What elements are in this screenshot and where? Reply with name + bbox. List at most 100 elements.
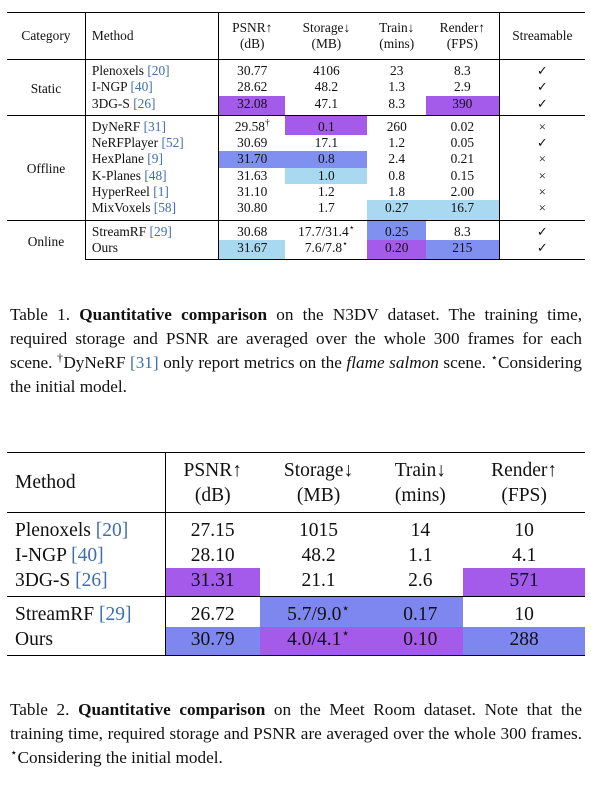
train-cell: 2.4 [388, 151, 406, 167]
citation-link[interactable]: [26] [75, 570, 108, 591]
table-row: 3DG-S [26] 32.08 47.1 8.3 390 ✓ [7, 95, 585, 116]
table-1-group-static: Static Plenoxels [20] 30.77 4106 23 8.3 … [7, 59, 585, 116]
table-row: Ours 30.79 4.0/4.1⋆ 0.10 288 [7, 625, 585, 656]
citation-link[interactable]: [40] [130, 79, 153, 95]
render-cell: 0.21 [450, 151, 475, 167]
check-icon: ✓ [536, 79, 548, 95]
train-cell: 0.25 [367, 219, 427, 240]
psnr-cell: 27.15 [164, 512, 260, 543]
citation-link[interactable]: [29] [149, 223, 172, 239]
streamable-cell: ✓ [498, 219, 585, 240]
render-cell: 390 [426, 95, 500, 116]
render-cell: 10 [463, 596, 585, 627]
render-cell: 2.00 [450, 184, 475, 200]
train-cell: 1.8 [388, 184, 406, 200]
render-cell: 10 [463, 512, 585, 543]
cross-icon: × [538, 200, 546, 216]
method-cell: K-Planes [48] [84, 167, 219, 185]
citation-link[interactable]: [31] [143, 118, 166, 134]
psnr-cell: 32.08 [218, 95, 286, 116]
cross-icon: × [538, 118, 546, 134]
check-icon: ✓ [536, 239, 548, 255]
render-cell: 8.3 [426, 219, 500, 240]
train-cell: 1.3 [388, 79, 406, 95]
storage-cell: 17.1 [314, 135, 339, 151]
psnr-cell: 28.10 [164, 543, 260, 568]
method-cell: HyperReel [1] [84, 184, 219, 201]
train-cell: 23 [367, 59, 427, 80]
table-row: HyperReel [1] 31.10 1.2 1.8 2.00 × [7, 184, 585, 201]
check-icon: ✓ [536, 135, 548, 151]
psnr-cell: 30.80 [218, 200, 286, 221]
psnr-cell: 31.70 [218, 151, 286, 168]
table-row: K-Planes [48] 31.63 1.0 0.8 0.15 × [7, 167, 585, 185]
star-mark: ⋆ [341, 625, 350, 641]
citation-link[interactable]: [9] [147, 151, 163, 167]
table-2-header-row: Method PSNR↑ (dB) Storage↓ (MB) Train↓ (min… [7, 452, 585, 513]
table-1-group-online: Online StreamRF [29] 30.68 17.7/31.4⋆ 0.… [7, 219, 585, 261]
table-row: Plenoxels [20] 27.15 1015 14 10 [7, 512, 585, 543]
storage-cell: 7.6/7.8⋆ [285, 240, 368, 261]
psnr-cell: 31.31 [164, 568, 260, 597]
streamable-cell: ✓ [498, 95, 585, 116]
table-2-group-2: StreamRF [29] 26.72 5.7/9.0⋆ 0.17 10 Our… [7, 596, 585, 656]
citation-link[interactable]: [26] [133, 95, 156, 111]
citation-link[interactable]: [58] [153, 200, 177, 216]
psnr-cell: 26.72 [164, 596, 260, 627]
header-storage: Storage↓ (MB) [259, 452, 378, 513]
table-row: I-NGP [40] 28.10 48.2 1.1 4.1 [7, 543, 585, 568]
storage-cell: 0.8 [285, 151, 368, 168]
train-cell: 8.3 [388, 95, 406, 111]
method-cell: 3DG-S [26] [84, 95, 219, 116]
render-cell: 2.9 [453, 79, 471, 95]
streamable-cell: × [498, 184, 585, 201]
psnr-cell: 30.68 [218, 219, 286, 240]
streamable-cell: × [498, 167, 585, 185]
citation-link[interactable]: [20] [147, 63, 170, 78]
streamable-cell: ✓ [498, 239, 585, 261]
streamable-cell: × [498, 114, 585, 136]
cross-icon: × [538, 167, 546, 183]
table-2: Method PSNR↑ (dB) Storage↓ (MB) Train↓ (min… [7, 452, 585, 656]
train-cell: 260 [367, 114, 427, 136]
streamable-cell: × [498, 151, 585, 168]
psnr-cell: 31.67 [218, 239, 286, 261]
citation-link[interactable]: [31] [129, 353, 159, 372]
train-cell: 0.27 [367, 200, 427, 221]
table-1-caption: Table 1. Quantitative comparison on the … [10, 305, 583, 396]
header-psnr: PSNR↑ (dB) [218, 12, 286, 60]
method-cell: 3DG-S [26] [15, 570, 108, 591]
table-row: Online StreamRF [29] 30.68 17.7/31.4⋆ 0.… [7, 219, 585, 260]
storage-cell: 0.1 [285, 114, 368, 136]
citation-link[interactable]: [20] [95, 520, 129, 541]
storage-cell: 5.7/9.0⋆ [259, 596, 378, 627]
storage-cell: 47.1 [314, 95, 339, 111]
table-row: Offline DyNeRF [31] 29.58† 0.1 260 0.02 … [7, 114, 585, 221]
check-icon: ✓ [536, 95, 548, 111]
check-icon: ✓ [536, 223, 548, 239]
table-row: Ours 31.67 7.6/7.8⋆ 0.20 215 ✓ [7, 239, 585, 261]
citation-link[interactable]: [48] [144, 167, 167, 183]
storage-cell: 1015 [259, 512, 378, 543]
storage-cell: 21.1 [301, 570, 336, 591]
train-cell: 0.8 [388, 167, 406, 183]
train-cell: 0.17 [377, 596, 464, 627]
method-cell: I-NGP [40] [15, 545, 104, 566]
citation-link[interactable]: [1] [153, 184, 169, 200]
method-cell: Ours [84, 239, 219, 261]
train-cell: 0.10 [377, 627, 464, 656]
citation-link[interactable]: [40] [71, 545, 104, 566]
citation-link[interactable]: [52] [161, 135, 184, 151]
citation-link[interactable]: [29] [98, 604, 132, 625]
star-mark: ⋆ [348, 223, 355, 234]
psnr-cell: 28.62 [218, 79, 286, 96]
psnr-cell: 29.58† [218, 114, 286, 136]
storage-cell: 1.7 [317, 200, 335, 216]
table-row: Static Plenoxels [20] 30.77 4106 23 8.3 … [7, 59, 585, 116]
psnr-cell: 30.79 [164, 627, 260, 656]
check-icon: ✓ [536, 63, 548, 78]
streamable-cell: × [498, 200, 585, 221]
method-cell: Ours [7, 627, 166, 656]
table-row: StreamRF [29] 26.72 5.7/9.0⋆ 0.17 10 [7, 596, 585, 627]
